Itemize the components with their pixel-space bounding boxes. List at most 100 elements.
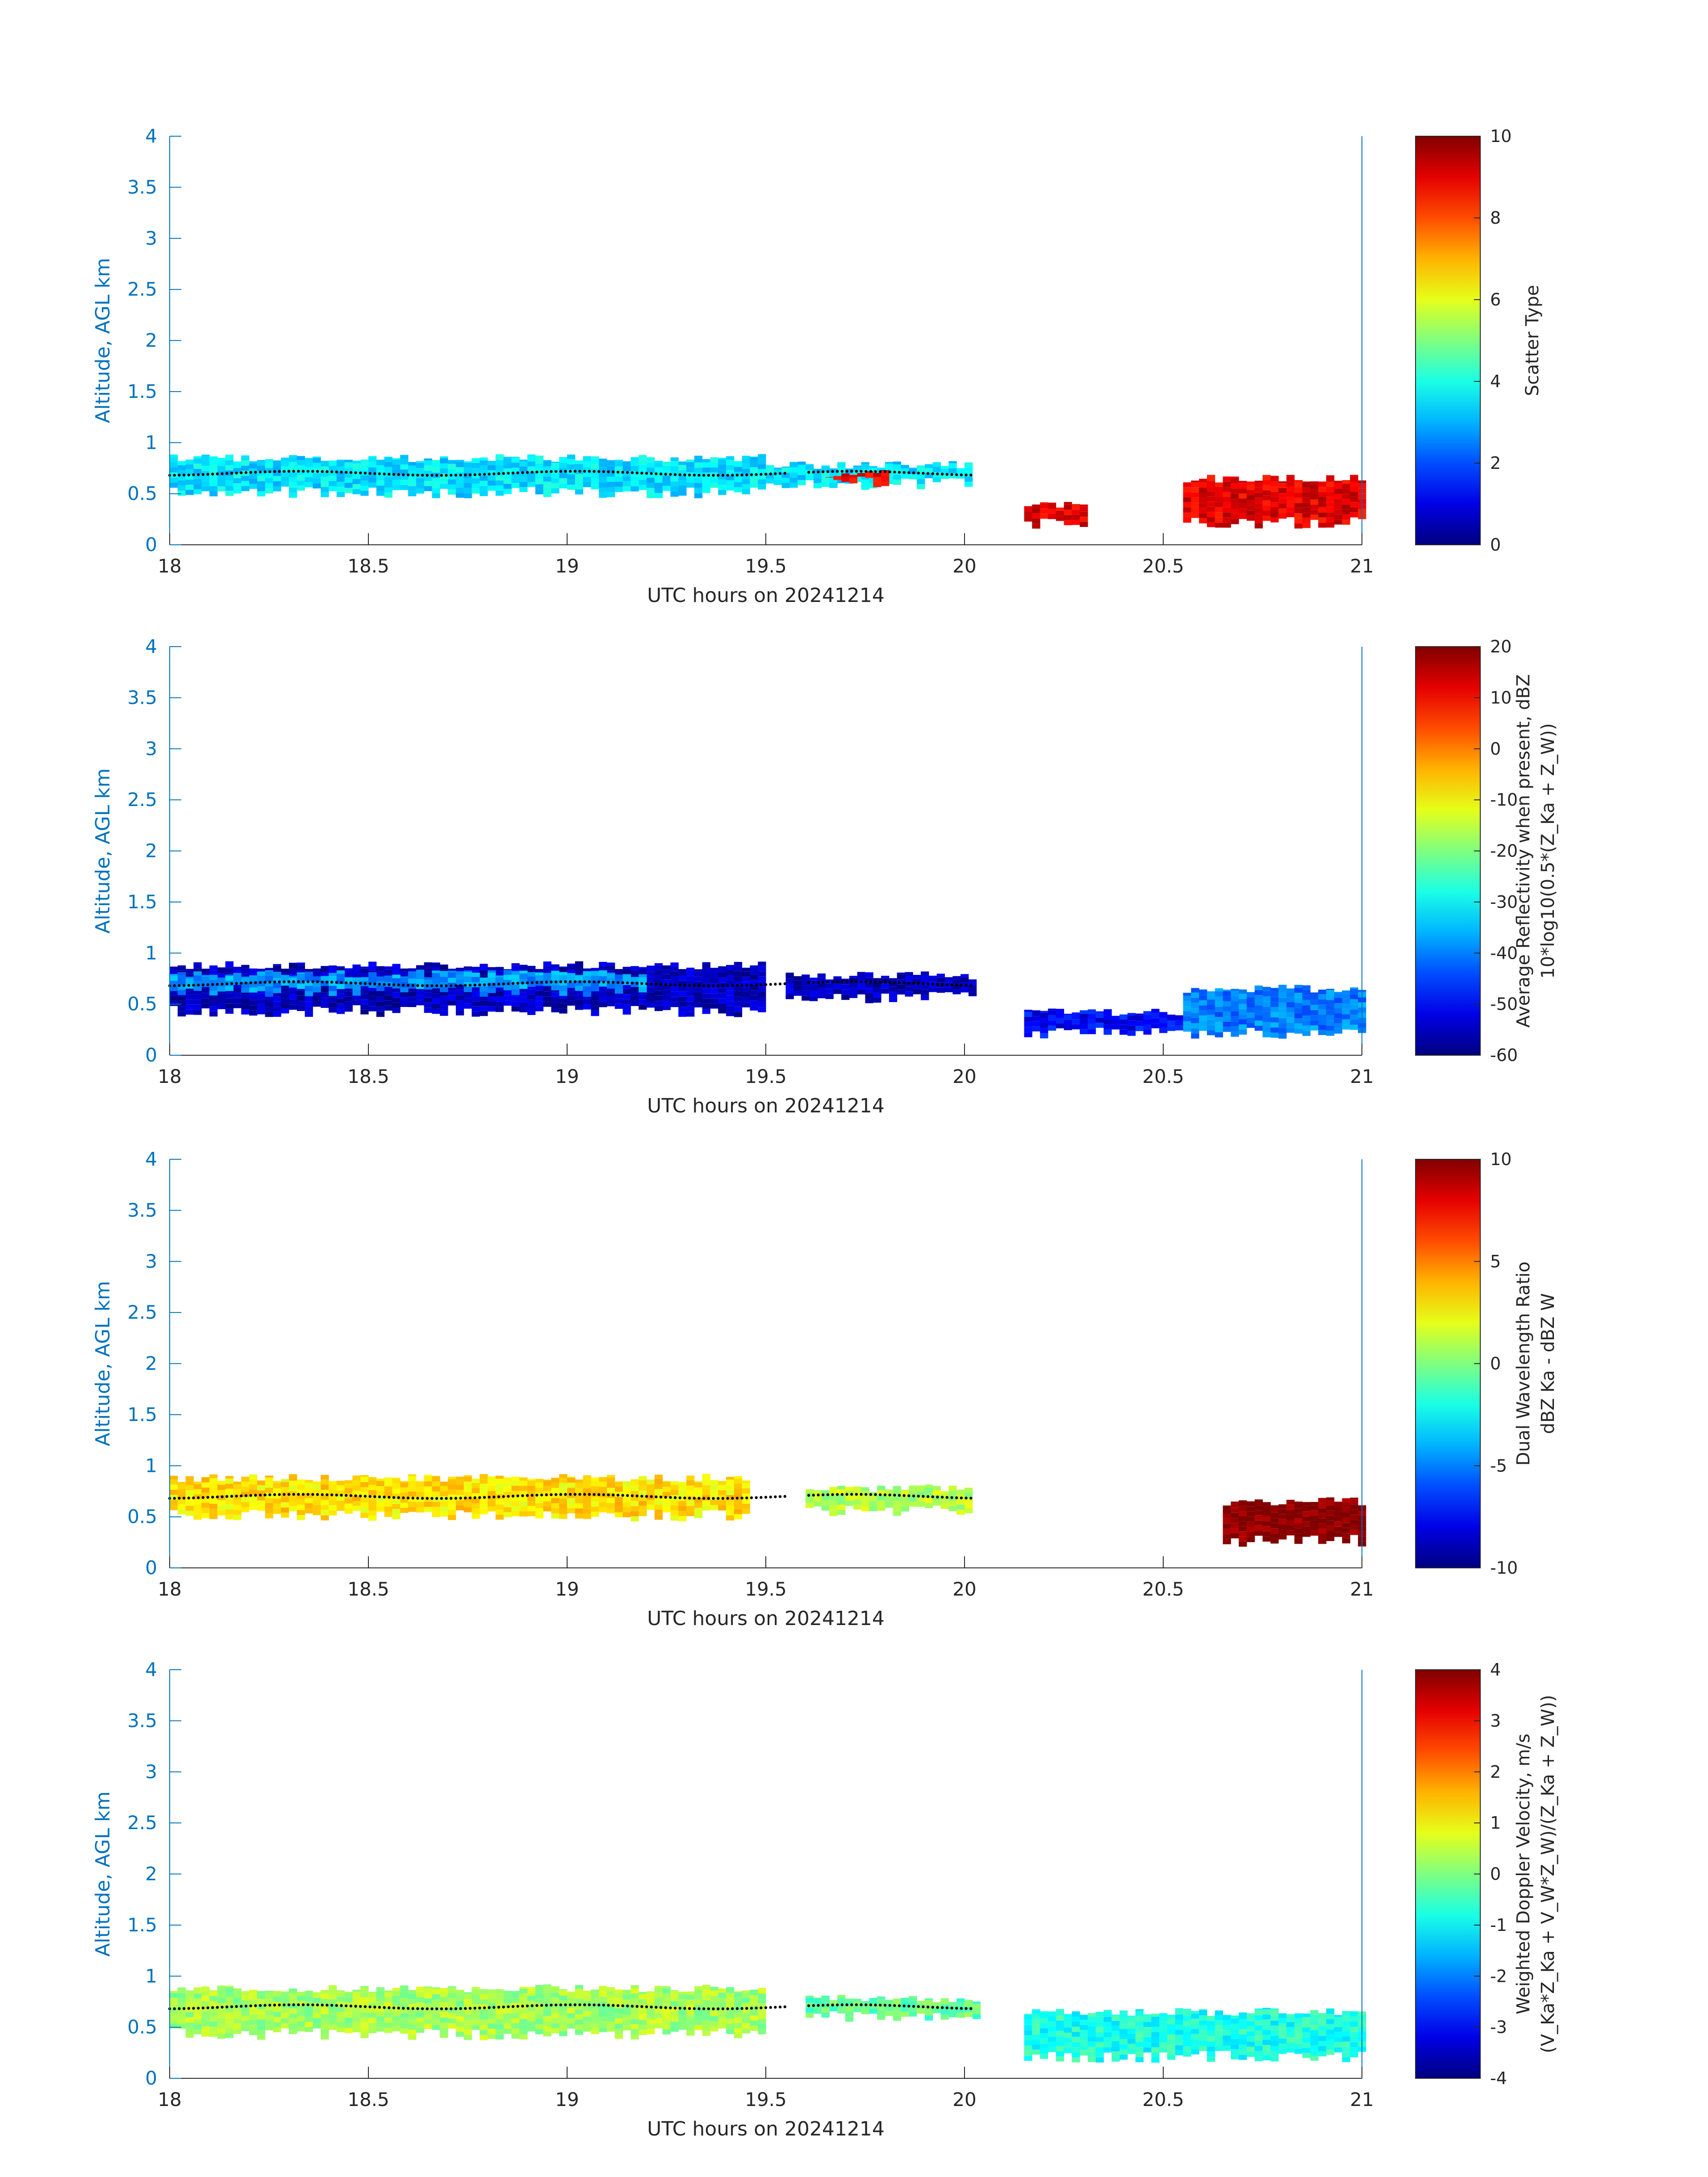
data-cell — [662, 990, 671, 995]
data-cell — [1350, 512, 1358, 518]
data-cell — [1231, 2054, 1239, 2060]
data-cell — [1302, 1526, 1311, 1532]
data-cell — [917, 1486, 925, 1492]
data-cell — [448, 469, 456, 475]
data-cell — [225, 2002, 234, 2007]
data-cell — [273, 2002, 281, 2007]
data-cell — [793, 986, 802, 991]
data-cell — [614, 1487, 623, 1492]
data-cell — [527, 2021, 536, 2027]
data-cell — [591, 1993, 599, 1999]
data-cell — [1072, 514, 1080, 520]
data-cell — [1080, 1010, 1088, 1014]
data-cell — [607, 1475, 615, 1478]
data-cell — [750, 980, 758, 985]
data-cell — [1048, 504, 1057, 509]
data-cell — [873, 992, 881, 998]
x-axis-label: UTC hours on 20241214 — [647, 1607, 885, 1630]
data-cell — [1286, 1500, 1295, 1505]
data-cell — [1032, 2044, 1040, 2050]
data-cell — [432, 2009, 440, 2015]
data-cell — [1254, 2056, 1263, 2061]
data-cell — [694, 457, 703, 463]
cloud-top-dot — [917, 1495, 920, 1498]
data-cell — [527, 454, 536, 456]
data-cell — [1246, 481, 1255, 485]
data-cell — [567, 1483, 576, 1488]
cloud-top-dot — [421, 984, 424, 987]
cloud-top-dot — [473, 1496, 476, 1500]
data-cell — [472, 991, 480, 996]
data-cell — [440, 1496, 448, 1501]
data-cell — [1239, 2019, 1247, 2024]
data-cell — [575, 474, 584, 480]
data-cell — [1231, 519, 1239, 524]
data-cell — [472, 1987, 480, 1989]
colorbar-tick-label: 10 — [1490, 126, 1512, 146]
colorbar-gradient — [1415, 646, 1481, 1056]
data-cell — [384, 995, 393, 1001]
data-cell — [296, 1494, 305, 1500]
data-cell — [829, 483, 838, 488]
data-cell — [670, 1485, 679, 1490]
data-cell — [400, 997, 409, 1002]
data-cell — [710, 1484, 718, 1490]
data-cell — [1135, 1015, 1144, 1021]
data-cell — [614, 461, 623, 467]
data-cell — [1286, 2032, 1295, 2038]
data-cell — [368, 982, 377, 988]
data-cell — [742, 967, 750, 972]
data-cell — [1350, 2016, 1358, 2022]
data-cell — [551, 966, 560, 972]
data-cell — [384, 467, 393, 472]
data-cell — [1350, 1020, 1358, 1025]
data-cell — [289, 999, 297, 1005]
data-cell — [1294, 523, 1303, 529]
data-cell — [647, 977, 655, 982]
cloud-top-dot — [201, 983, 205, 986]
data-cell — [464, 488, 472, 493]
data-cell — [1064, 510, 1072, 515]
data-cell — [1342, 1517, 1350, 1523]
data-cell — [670, 1002, 679, 1007]
data-cell — [352, 460, 361, 464]
data-cell — [527, 2011, 536, 2016]
data-cell — [265, 1483, 273, 1488]
data-cell — [336, 970, 345, 974]
data-cell — [503, 969, 512, 970]
data-cell — [686, 2015, 695, 2021]
data-cell — [1040, 2028, 1048, 2034]
data-cell — [1215, 2010, 1223, 2015]
data-cell — [1342, 2016, 1350, 2022]
data-cell — [1310, 1502, 1319, 1505]
cloud-top-dot — [502, 1495, 505, 1498]
data-cell — [344, 1503, 353, 1509]
data-cell — [559, 1513, 568, 1519]
data-cell — [614, 999, 623, 1004]
cloud-top-dot — [950, 983, 953, 986]
data-cell — [726, 456, 735, 460]
cloud-top-dot — [731, 1496, 734, 1500]
data-cell — [607, 991, 615, 996]
data-cell — [1318, 2046, 1327, 2052]
data-cell — [535, 459, 544, 464]
data-cell — [885, 464, 894, 469]
data-cell — [1223, 1529, 1231, 1534]
data-cell — [607, 492, 615, 497]
data-cell — [622, 1481, 631, 1487]
cloud-top-dot — [807, 981, 810, 984]
data-cell — [1350, 987, 1358, 989]
data-cell — [718, 1997, 727, 2003]
cloud-top-dot — [321, 1493, 324, 1496]
data-cell — [1080, 2014, 1088, 2015]
data-cell — [1262, 2035, 1271, 2040]
data-cell — [654, 995, 663, 1001]
data-cell — [825, 989, 834, 994]
data-cell — [845, 468, 854, 474]
y-tick-label: 1 — [145, 431, 157, 453]
data-cell — [551, 964, 560, 966]
data-cell — [535, 990, 544, 996]
data-cell — [185, 978, 194, 984]
cloud-top-dot — [907, 1494, 910, 1497]
data-cell — [575, 1989, 584, 1994]
